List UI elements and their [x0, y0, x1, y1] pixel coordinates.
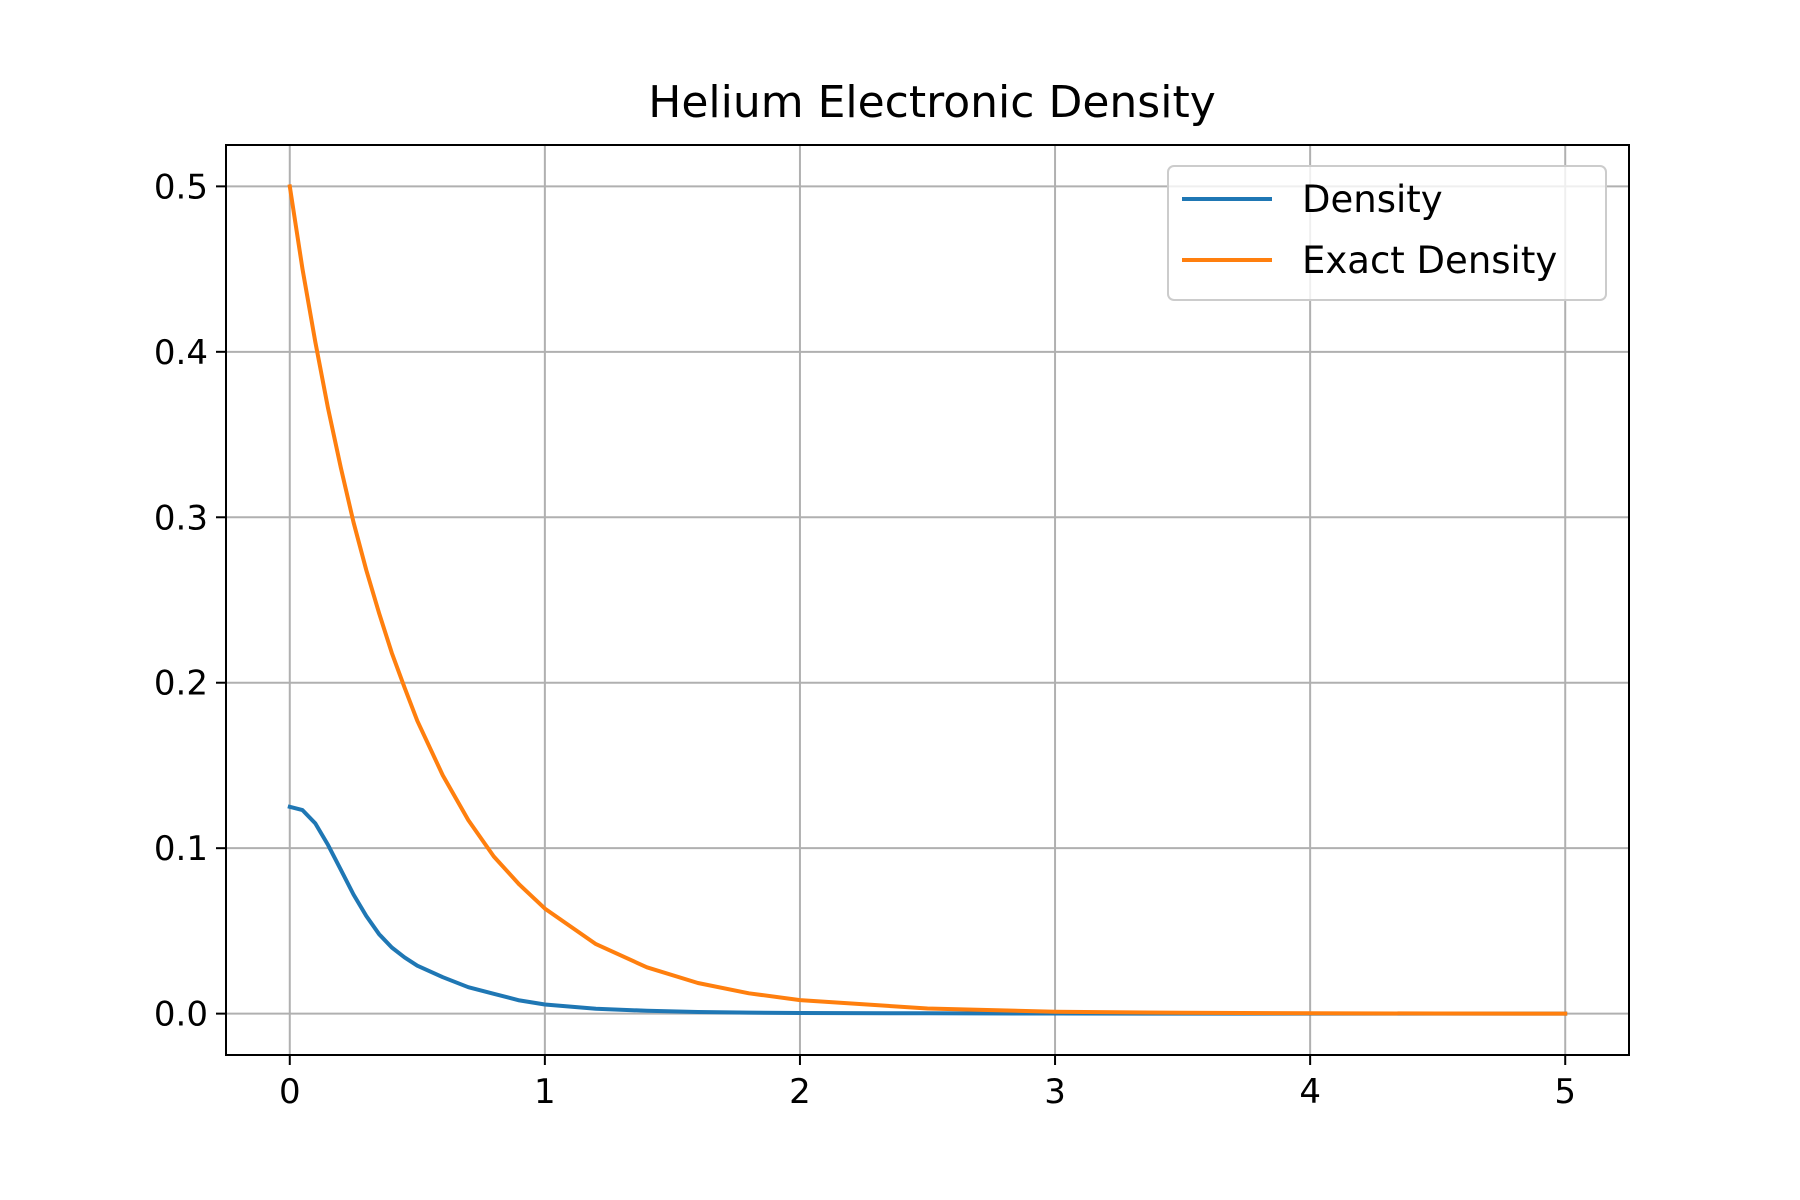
y-tick-label: 0.1 — [154, 829, 208, 869]
ticks: 0 1 2 3 4 5 0.0 0.1 0.2 0.3 0.4 0.5 — [154, 167, 1576, 1112]
plot-frame — [225, 144, 1630, 1056]
legend: Density Exact Density — [1167, 165, 1607, 301]
y-tick-label: 0.0 — [154, 995, 208, 1035]
series-layer — [287, 184, 1568, 1016]
legend-box — [1167, 165, 1607, 301]
y-tick-label: 0.2 — [154, 664, 208, 704]
grid — [226, 145, 1629, 1055]
series-line-2 — [287, 184, 1568, 1016]
x-tick-label: 4 — [1299, 1072, 1321, 1112]
x-tick-label: 2 — [789, 1072, 811, 1112]
y-tick-label: 0.3 — [154, 498, 208, 538]
x-tick-label: 3 — [1044, 1072, 1066, 1112]
x-tick-label: 5 — [1554, 1072, 1576, 1112]
y-tick-label: 0.4 — [154, 333, 208, 373]
legend-label-2: Exact Density — [1302, 239, 1557, 282]
y-tick-label: 0.5 — [154, 167, 208, 207]
series-line-1 — [287, 804, 1568, 1016]
x-tick-label: 1 — [534, 1072, 556, 1112]
x-tick-label: 0 — [279, 1072, 301, 1112]
chart-title: Helium Electronic Density — [648, 77, 1216, 128]
legend-label-1: Density — [1302, 178, 1443, 221]
